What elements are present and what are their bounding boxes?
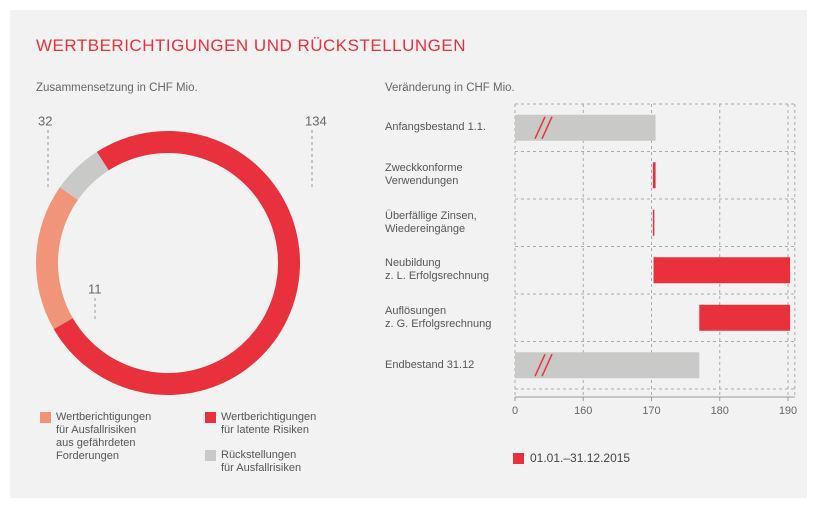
category-label: Anfangsbestand 1.1.: [385, 121, 486, 134]
legend-swatch: [513, 453, 524, 464]
x-tick-label: 170: [642, 405, 660, 417]
axis-break: [534, 353, 553, 377]
value-label: 32: [38, 113, 52, 128]
x-tick-label: 160: [574, 405, 592, 417]
bar-subtitle: Veränderung in CHF Mio.: [385, 82, 515, 94]
total-bar: [515, 352, 700, 379]
category-label: Auflösungen z. G. Erfolgsrechnung: [385, 304, 492, 330]
value-label: 134: [305, 113, 327, 128]
donut-subtitle: Zusammensetzung in CHF Mio.: [36, 82, 198, 94]
x-tick-label: 190: [779, 405, 797, 417]
legend-label: Wertberichtigungen für Ausfallrisiken au…: [56, 411, 152, 462]
category-label: Zweckkonforme Verwendungen: [385, 162, 463, 188]
axis-break: [534, 116, 553, 140]
donut-segment: [36, 187, 78, 330]
donut-segment: [59, 151, 109, 200]
x-tick-label: 180: [711, 405, 729, 417]
total-bar: [515, 114, 656, 141]
legend-swatch: [205, 450, 216, 461]
value-label: 11: [88, 281, 102, 296]
leader-lines: [47, 130, 313, 322]
legend-label: Rückstellungen für Ausfallrisiken: [221, 449, 302, 474]
change-bar: [653, 257, 791, 284]
change-bar: [652, 209, 655, 236]
category-label: Neubildung z. L. Erfolgsrechnung: [385, 257, 489, 283]
change-bar: [699, 304, 791, 331]
legend-swatch: [40, 412, 51, 423]
change-bar: [652, 162, 656, 189]
x-tick-label: 0: [512, 405, 518, 417]
legend-swatch: [205, 412, 216, 423]
category-label: Überfällige Zinsen, Wiedereingänge: [385, 209, 477, 235]
panel: [10, 10, 807, 498]
category-label: Endbestand 31.12: [385, 358, 475, 371]
legend-label: 01.01.–31.12.2015: [530, 451, 630, 465]
legend-label: Wertberichtigungen für latente Risiken: [221, 411, 317, 436]
title: WERTBERICHTIGUNGEN UND RÜCKSTELLUNGEN: [36, 36, 467, 55]
